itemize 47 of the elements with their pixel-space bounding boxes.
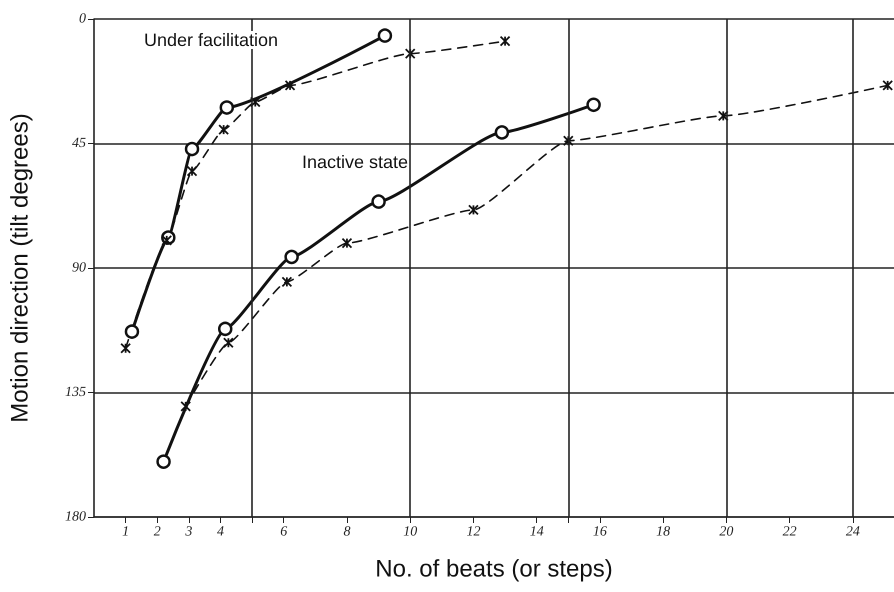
point bbox=[378, 28, 392, 43]
y-axis-title: Motion direction (tilt degrees) bbox=[6, 113, 34, 423]
x-tick-label: 10 bbox=[403, 524, 418, 540]
point bbox=[468, 204, 479, 216]
x-tick-label: 20 bbox=[719, 524, 734, 540]
point bbox=[222, 337, 234, 348]
point bbox=[250, 96, 261, 108]
x-tick-label: 22 bbox=[782, 524, 797, 540]
point bbox=[281, 276, 292, 288]
x-tick-label: 6 bbox=[280, 524, 288, 540]
point bbox=[562, 135, 574, 146]
point bbox=[882, 80, 894, 91]
point bbox=[500, 36, 510, 47]
x-tick-label: 1 bbox=[122, 524, 130, 540]
point bbox=[284, 80, 296, 91]
point bbox=[218, 322, 232, 336]
point bbox=[156, 454, 171, 469]
point bbox=[186, 166, 198, 177]
point bbox=[494, 125, 510, 140]
point bbox=[404, 48, 416, 59]
point bbox=[218, 124, 230, 136]
y-tick-label: 180 bbox=[65, 510, 86, 524]
x-tick-label: 16 bbox=[592, 524, 607, 540]
annotation: Inactive state bbox=[302, 152, 408, 172]
point bbox=[184, 142, 200, 156]
point bbox=[180, 400, 192, 412]
point bbox=[586, 98, 601, 112]
x-axis-title: No. of beats (or steps) bbox=[375, 556, 613, 582]
point bbox=[371, 194, 386, 209]
point bbox=[284, 250, 299, 264]
x-tick-label: 8 bbox=[343, 524, 350, 540]
x-tick-label: 2 bbox=[154, 524, 161, 540]
annotation: Under facilitation bbox=[144, 30, 278, 50]
x-tick-label: 18 bbox=[656, 524, 670, 540]
x-tick-label: 24 bbox=[846, 524, 860, 540]
y-tick-label: 45 bbox=[72, 136, 86, 151]
point bbox=[124, 324, 140, 339]
y-tick-label: 135 bbox=[65, 385, 86, 400]
x-tick-label: 3 bbox=[184, 524, 192, 540]
y-tick-label: 0 bbox=[79, 12, 86, 26]
y-tick-label: 90 bbox=[72, 260, 86, 276]
x-tick-label: 14 bbox=[530, 524, 544, 540]
point bbox=[120, 342, 132, 354]
x-tick-label: 12 bbox=[466, 524, 480, 540]
x-tick-label: 4 bbox=[216, 524, 224, 540]
point bbox=[342, 238, 352, 248]
point bbox=[220, 100, 234, 115]
